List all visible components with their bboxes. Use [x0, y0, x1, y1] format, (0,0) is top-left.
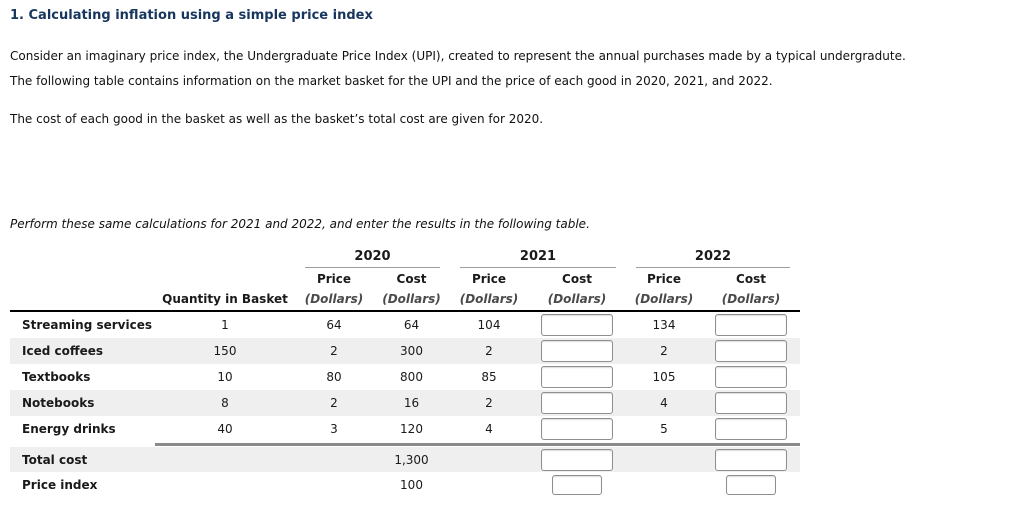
- cost-2021-input-energy-drinks[interactable]: [541, 418, 613, 440]
- cost-2020-cell: 120: [400, 422, 423, 436]
- row-label: Textbooks: [22, 370, 91, 384]
- price-2021-cell: 2: [485, 396, 493, 410]
- cost-2021-input-notebooks[interactable]: [541, 392, 613, 414]
- cost-2020-cell: 300: [400, 344, 423, 358]
- row-label: Price index: [22, 478, 98, 492]
- total-cost-2020-cell: 1,300: [394, 452, 429, 467]
- price-2021-cell: 104: [477, 318, 501, 332]
- dollars-unit-label: (Dollars): [634, 292, 694, 306]
- dollars-unit-label: (Dollars): [459, 292, 519, 306]
- price-2022-cell: 5: [660, 422, 668, 436]
- table-row-streaming-services: Streaming services 1 64 64 104 134: [10, 312, 800, 338]
- price-2022-cell: 105: [652, 370, 676, 384]
- intro-paragraph-2: The following table contains information…: [10, 74, 773, 88]
- cost-2022-input-energy-drinks[interactable]: [715, 418, 787, 440]
- price-2020-cell: 2: [330, 396, 338, 410]
- quantity-cell: 10: [217, 370, 233, 384]
- quantity-cell: 40: [217, 422, 233, 436]
- table-row-energy-drinks: Energy drinks 40 3 120 4 5: [10, 416, 800, 442]
- table-row-iced-coffees: Iced coffees 150 2 300 2 2: [10, 338, 800, 364]
- cost-2022-input-textbooks[interactable]: [715, 366, 787, 388]
- table-row-textbooks: Textbooks 10 80 800 85 105: [10, 364, 800, 390]
- dollars-unit-label: (Dollars): [304, 292, 364, 306]
- quantity-cell: 150: [213, 344, 237, 358]
- price-2022-cell: 4: [660, 396, 668, 410]
- instruction-text: Perform these same calculations for 2021…: [10, 217, 590, 231]
- quantity-in-basket-header: Quantity in Basket: [162, 292, 288, 306]
- cost-2020-header: Cost: [396, 272, 427, 286]
- year-header-2022: 2022: [636, 249, 790, 268]
- question-title: 1. Calculating inflation using a simple …: [10, 8, 373, 23]
- dollars-unit-label: (Dollars): [382, 292, 441, 306]
- price-2022-cell: 2: [660, 344, 668, 358]
- year-header-2021: 2021: [460, 249, 616, 268]
- quantity-cell: 1: [221, 318, 229, 332]
- cost-2022-input-streaming-services[interactable]: [715, 314, 787, 336]
- intro-paragraph-3: The cost of each good in the basket as w…: [10, 112, 544, 126]
- cost-2022-header: Cost: [736, 272, 766, 286]
- price-index-2022-input[interactable]: [726, 475, 776, 495]
- total-divider: [10, 443, 800, 447]
- cost-2020-cell: 800: [400, 370, 423, 384]
- cost-2022-input-iced-coffees[interactable]: [715, 340, 787, 362]
- quantity-cell: 8: [221, 396, 229, 410]
- price-2020-cell: 2: [330, 344, 338, 358]
- year-header-2020: 2020: [305, 249, 440, 268]
- price-index-2021-input[interactable]: [552, 475, 602, 495]
- row-label: Iced coffees: [22, 344, 103, 358]
- price-2022-cell: 134: [652, 318, 676, 332]
- price-2021-cell: 4: [485, 422, 493, 436]
- cost-2021-input-iced-coffees[interactable]: [541, 340, 613, 362]
- price-cost-header-row: Price Cost Price Cost Price Cost: [10, 268, 800, 290]
- price-2021-cell: 2: [485, 344, 493, 358]
- cost-2020-cell: 16: [403, 396, 420, 410]
- price-2022-header: Price: [646, 272, 682, 286]
- price-2021-cell: 85: [481, 370, 497, 384]
- price-2020-header: Price: [316, 272, 352, 286]
- price-index-2020-cell: 100: [400, 478, 423, 492]
- cost-2022-input-notebooks[interactable]: [715, 392, 787, 414]
- total-cost-2021-input[interactable]: [541, 448, 613, 471]
- row-label: Energy drinks: [22, 422, 116, 436]
- row-label: Notebooks: [22, 396, 95, 410]
- price-2021-header: Price: [471, 272, 507, 286]
- table-row-total-cost: Total cost 1,300: [10, 447, 800, 472]
- cost-2021-header: Cost: [562, 272, 592, 286]
- price-2020-cell: 3: [330, 422, 338, 436]
- price-index-table: 2020 2021 2022 Price Cost Price Cost Pri…: [10, 244, 800, 498]
- row-label: Streaming services: [22, 318, 152, 332]
- total-cost-2022-input[interactable]: [715, 448, 787, 471]
- intro-paragraph-1: Consider an imaginary price index, the U…: [10, 49, 906, 63]
- price-2020-cell: 64: [326, 318, 342, 332]
- row-label: Total cost: [22, 452, 88, 467]
- units-header-row: Quantity in Basket (Dollars) (Dollars) (…: [10, 290, 800, 312]
- table-row-price-index: Price index 100: [10, 472, 800, 498]
- price-2020-cell: 80: [326, 370, 342, 384]
- cost-2020-cell: 64: [403, 318, 420, 332]
- year-header-row: 2020 2021 2022: [10, 244, 800, 268]
- dollars-unit-label: (Dollars): [547, 292, 607, 306]
- cost-2021-input-streaming-services[interactable]: [541, 314, 613, 336]
- cost-2021-input-textbooks[interactable]: [541, 366, 613, 388]
- dollars-unit-label: (Dollars): [721, 292, 781, 306]
- table-row-notebooks: Notebooks 8 2 16 2 4: [10, 390, 800, 416]
